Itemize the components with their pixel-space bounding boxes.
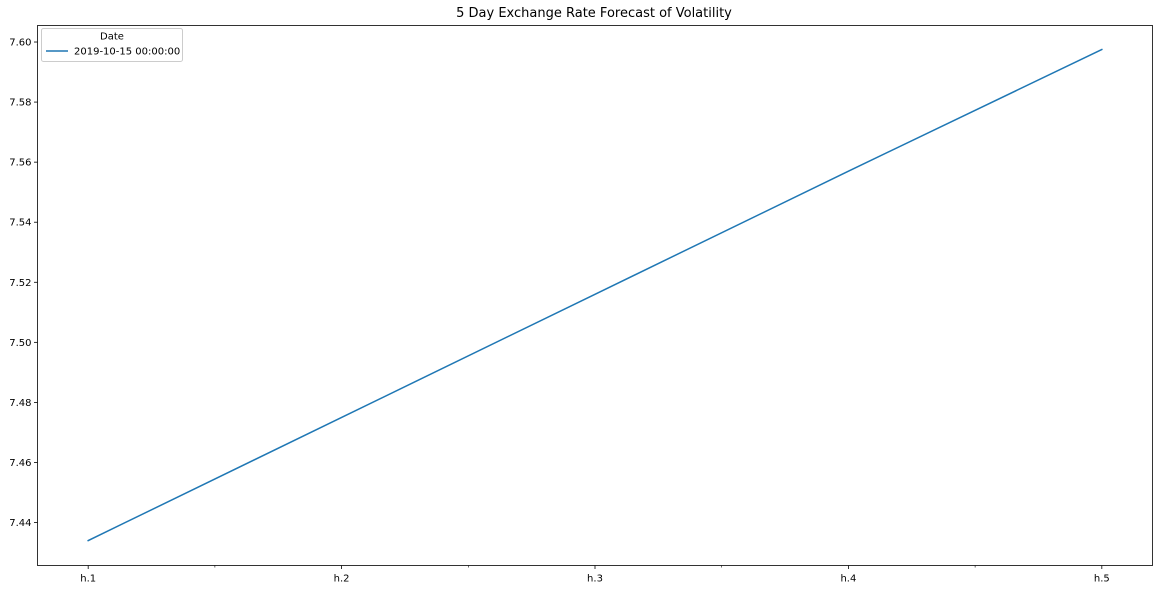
y-tick-label: 7.46	[9, 458, 31, 469]
legend-box	[41, 28, 183, 62]
x-tick-label: h.4	[840, 574, 856, 585]
x-tick-label: h.3	[587, 574, 603, 585]
x-tick-label: h.5	[1094, 574, 1110, 585]
y-tick-label: 7.56	[9, 158, 31, 169]
y-tick-label: 7.58	[9, 98, 31, 109]
y-tick-label: 7.60	[9, 38, 31, 49]
y-tick-label: 7.44	[9, 518, 31, 529]
y-tick-label: 7.52	[9, 278, 31, 289]
series-line	[87, 48, 1103, 542]
series-layer	[87, 48, 1103, 542]
legend-label: 2019-10-15 00:00:00	[74, 47, 180, 58]
y-tick-label: 7.50	[9, 338, 31, 349]
x-tick-label: h.1	[80, 574, 96, 585]
chart-title: 5 Day Exchange Rate Forecast of Volatili…	[456, 6, 732, 21]
y-tick-label: 7.48	[9, 398, 31, 409]
x-tick-label: h.2	[334, 574, 350, 585]
y-tick-label: 7.54	[9, 218, 31, 229]
legend-title: Date	[100, 32, 124, 43]
legend: Date 2019-10-15 00:00:00	[41, 28, 183, 62]
x-axis: h.1 h.2 h.3 h.4 h.5	[80, 565, 1110, 585]
y-axis: 7.44 7.46 7.48 7.50 7.52 7.54 7.56 7.58 7.60	[9, 38, 38, 529]
